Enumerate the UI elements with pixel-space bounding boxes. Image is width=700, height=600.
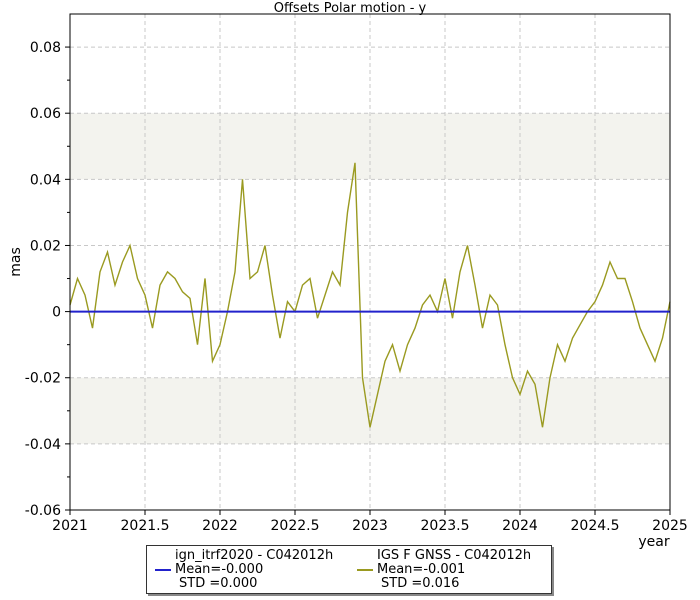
y-tick-label: 0.06 — [30, 106, 61, 122]
x-tick-label: 2021 — [52, 518, 88, 534]
y-tick-label: -0.06 — [25, 503, 61, 519]
legend-series-name: ign_itrf2020 - C042012h — [175, 548, 334, 563]
x-tick-label: 2025 — [652, 518, 688, 534]
x-tick-label: 2024.5 — [571, 518, 620, 534]
x-tick-label: 2022.5 — [271, 518, 320, 534]
y-tick-label: 0.02 — [30, 238, 61, 254]
legend-series-mean: Mean=-0.001 — [377, 562, 466, 577]
series-line-igs-f-gnss — [69, 162, 671, 428]
axes: 2021 2021.5 2022 2022.5 2023 2023.5 2024 2024.5… — [25, 40, 688, 534]
legend-series-std: STD =0.000 — [179, 576, 258, 591]
legend: ign_itrf2020 - C042012h Mean=-0.000 STD … — [146, 545, 552, 594]
y-tick-label: 0.04 — [30, 172, 61, 188]
x-tick-label: 2022 — [202, 518, 238, 534]
y-tick-label: -0.02 — [25, 371, 61, 387]
data-series — [69, 162, 671, 428]
legend-line-swatch — [357, 569, 373, 571]
legend-series-mean: Mean=-0.000 — [175, 562, 264, 577]
x-tick-label: 2024 — [502, 518, 538, 534]
y-tick-label: 0.08 — [30, 40, 61, 56]
legend-series-name: IGS F GNSS - C042012h — [377, 548, 532, 563]
legend-series-std: STD =0.016 — [381, 576, 460, 591]
y-tick-label: 0 — [52, 305, 61, 321]
x-axis-label: year — [638, 534, 669, 550]
x-tick-label: 2021.5 — [121, 518, 170, 534]
x-tick-label: 2023 — [352, 518, 388, 534]
x-tick-label: 2023.5 — [421, 518, 470, 534]
y-tick-label: -0.04 — [25, 437, 61, 453]
y-axis-label: mas — [8, 247, 24, 277]
legend-line-swatch — [155, 569, 171, 571]
chart-title: Offsets Polar motion - y — [274, 1, 427, 16]
